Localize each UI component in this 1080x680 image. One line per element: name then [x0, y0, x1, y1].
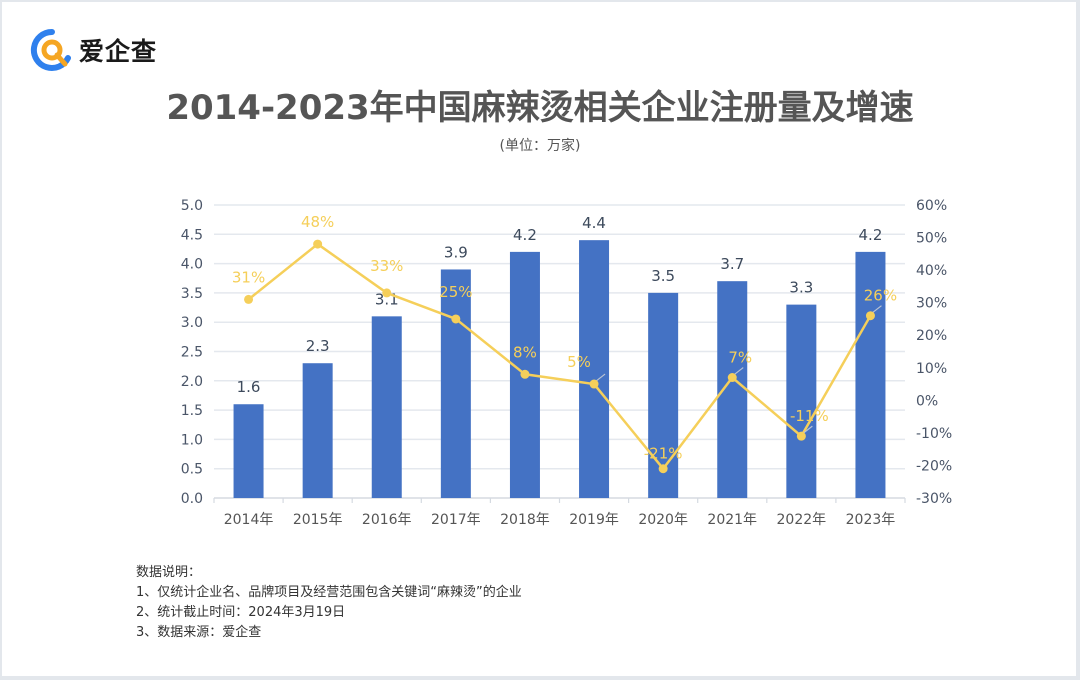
y-left-tick-label: 3.5: [181, 286, 203, 302]
y-right-tick-label: 30%: [916, 296, 947, 312]
bar: [440, 269, 471, 498]
growth-point: [520, 369, 530, 379]
x-tick-label: 2019年: [569, 512, 619, 528]
growth-point: [382, 288, 392, 298]
x-tick-label: 2023年: [846, 512, 896, 528]
y-left-tick-label: 4.0: [181, 257, 203, 273]
growth-point: [727, 373, 737, 383]
y-left-tick-label: 2.0: [181, 374, 203, 390]
growth-value-label: 48%: [301, 213, 334, 231]
y-right-tick-label: 60%: [916, 198, 947, 214]
x-tick-label: 2020年: [638, 512, 688, 528]
notes-heading: 数据说明：: [136, 565, 202, 580]
growth-value-label: 33%: [370, 257, 403, 275]
growth-point: [313, 239, 323, 249]
brand-logo: 爱企查: [30, 28, 157, 72]
growth-line: [247, 242, 872, 470]
label-leader-line: [733, 367, 744, 376]
bar: [648, 292, 679, 498]
magnifier-logo-icon: [30, 28, 71, 71]
y-left-tick-label: 2.5: [181, 345, 203, 361]
y-right-tick-label: 20%: [916, 328, 947, 344]
note-item: 2、统计截止时间：2024年3月19日: [136, 605, 346, 620]
growth-value-label: -11%: [790, 407, 829, 425]
y-right-tick-label: 50%: [916, 231, 947, 247]
x-tick-label: 2014年: [224, 512, 274, 528]
label-leader-line: [872, 305, 882, 314]
bar-value-label: 3.5: [651, 267, 675, 285]
y-left-tick-label: 0.0: [181, 491, 203, 507]
bar: [233, 404, 264, 498]
y-right-tick-label: -20%: [916, 458, 952, 474]
growth-point: [796, 431, 806, 441]
growth-value-label: 5%: [567, 353, 591, 371]
bar-value-label: 2.3: [306, 337, 330, 355]
y-left-tick-label: 5.0: [181, 198, 203, 214]
x-tick-label: 2015年: [293, 512, 343, 528]
growth-value-label: 31%: [232, 268, 265, 286]
y-left-tick-label: 4.5: [181, 227, 203, 243]
chart-title: 2014-2023年中国麻辣烫相关企业注册量及增速: [166, 88, 914, 128]
note-item: 1、仅统计企业名、品牌项目及经营范围包含关键词“麻辣烫”的企业: [136, 585, 522, 600]
label-leader-line: [802, 425, 813, 434]
bar-value-label: 1.6: [237, 378, 261, 396]
y-right-tick-label: -30%: [916, 491, 952, 507]
bar: [302, 363, 333, 498]
growth-point: [451, 314, 461, 324]
note-item: 3、数据来源：爱企查: [136, 625, 262, 640]
growth-value-label: 7%: [728, 349, 752, 367]
y-right-tick-label: -10%: [916, 426, 952, 442]
x-tick-label: 2022年: [777, 512, 827, 528]
y-left-tick-label: 1.0: [181, 432, 203, 448]
growth-point: [589, 379, 599, 389]
bar-value-label: 4.4: [582, 214, 606, 232]
brand-name: 爱企查: [79, 37, 158, 66]
y-right-tick-label: 10%: [916, 361, 947, 377]
y-left-tick-label: 3.0: [181, 315, 203, 331]
y-left-tick-label: 1.5: [181, 403, 203, 419]
growth-value-label: -21%: [644, 445, 683, 463]
bar-value-label: 3.3: [789, 279, 813, 297]
y-right-tick-label: 40%: [916, 263, 947, 279]
bar: [786, 304, 817, 498]
bar: [855, 251, 886, 498]
growth-point: [865, 311, 875, 321]
x-tick-label: 2017年: [431, 512, 481, 528]
bar-value-label: 4.2: [513, 226, 537, 244]
y-right-tick-label: 0%: [916, 393, 938, 409]
bar-value-label: 4.2: [859, 226, 883, 244]
growth-value-label: 25%: [439, 283, 472, 301]
bar: [579, 240, 610, 498]
chart-subtitle: (单位：万家): [499, 138, 581, 154]
growth-value-label: 8%: [513, 343, 537, 361]
bar-value-label: 3.7: [720, 255, 744, 273]
data-notes: 数据说明： 1、仅统计企业名、品牌项目及经营范围包含关键词“麻辣烫”的企业 2、…: [136, 563, 522, 643]
bar: [371, 316, 402, 498]
label-leader-line: [595, 373, 606, 382]
x-tick-label: 2018年: [500, 512, 550, 528]
bar-value-label: 3.9: [444, 243, 468, 261]
growth-value-label: 26%: [864, 287, 897, 305]
x-tick-label: 2016年: [362, 512, 412, 528]
growth-point: [658, 464, 668, 474]
growth-point: [244, 294, 254, 304]
y-left-tick-label: 0.5: [181, 462, 203, 478]
x-tick-label: 2021年: [707, 512, 757, 528]
